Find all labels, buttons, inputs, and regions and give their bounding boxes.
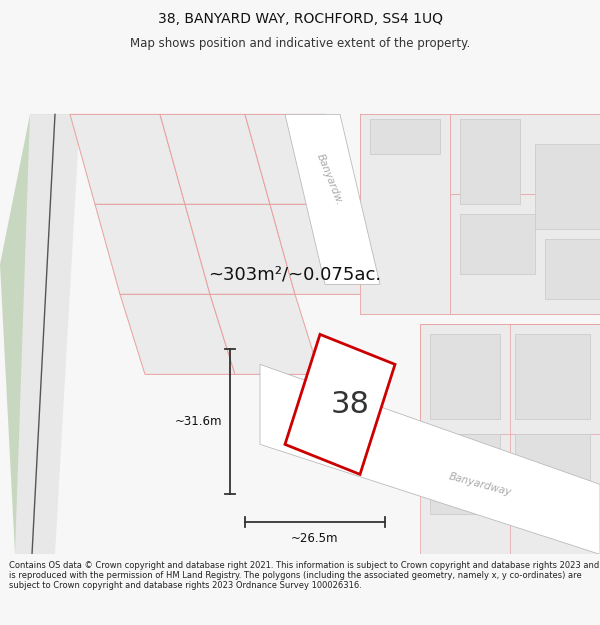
Polygon shape — [545, 239, 600, 299]
Text: ~31.6m: ~31.6m — [175, 416, 222, 428]
Polygon shape — [430, 434, 500, 514]
Polygon shape — [95, 204, 210, 294]
Polygon shape — [450, 114, 600, 194]
Polygon shape — [515, 334, 590, 419]
Polygon shape — [0, 114, 70, 554]
Text: ~303m²/~0.075ac.: ~303m²/~0.075ac. — [208, 266, 382, 283]
Polygon shape — [285, 114, 380, 284]
Polygon shape — [515, 434, 590, 514]
Polygon shape — [460, 119, 520, 204]
Polygon shape — [460, 214, 535, 274]
Polygon shape — [260, 364, 600, 554]
Polygon shape — [430, 334, 500, 419]
Text: 38, BANYARD WAY, ROCHFORD, SS4 1UQ: 38, BANYARD WAY, ROCHFORD, SS4 1UQ — [157, 12, 443, 26]
Polygon shape — [445, 114, 530, 139]
Text: 38: 38 — [331, 390, 370, 419]
Polygon shape — [535, 114, 600, 154]
Polygon shape — [245, 114, 350, 204]
Polygon shape — [70, 114, 185, 204]
Polygon shape — [450, 194, 600, 314]
Polygon shape — [370, 119, 440, 154]
Polygon shape — [360, 114, 450, 314]
Text: ~26.5m: ~26.5m — [291, 532, 339, 546]
Polygon shape — [15, 114, 80, 554]
Polygon shape — [160, 114, 270, 204]
Polygon shape — [380, 114, 430, 164]
Text: Banyardw.: Banyardw. — [315, 152, 345, 207]
Polygon shape — [120, 294, 235, 374]
Polygon shape — [185, 204, 295, 294]
Text: Banyardway: Banyardway — [448, 471, 512, 498]
Polygon shape — [285, 334, 395, 474]
Polygon shape — [270, 204, 370, 294]
Text: Map shows position and indicative extent of the property.: Map shows position and indicative extent… — [130, 37, 470, 50]
Text: Contains OS data © Crown copyright and database right 2021. This information is : Contains OS data © Crown copyright and d… — [9, 561, 599, 591]
Polygon shape — [420, 324, 600, 554]
Polygon shape — [535, 144, 600, 229]
Polygon shape — [210, 294, 320, 374]
